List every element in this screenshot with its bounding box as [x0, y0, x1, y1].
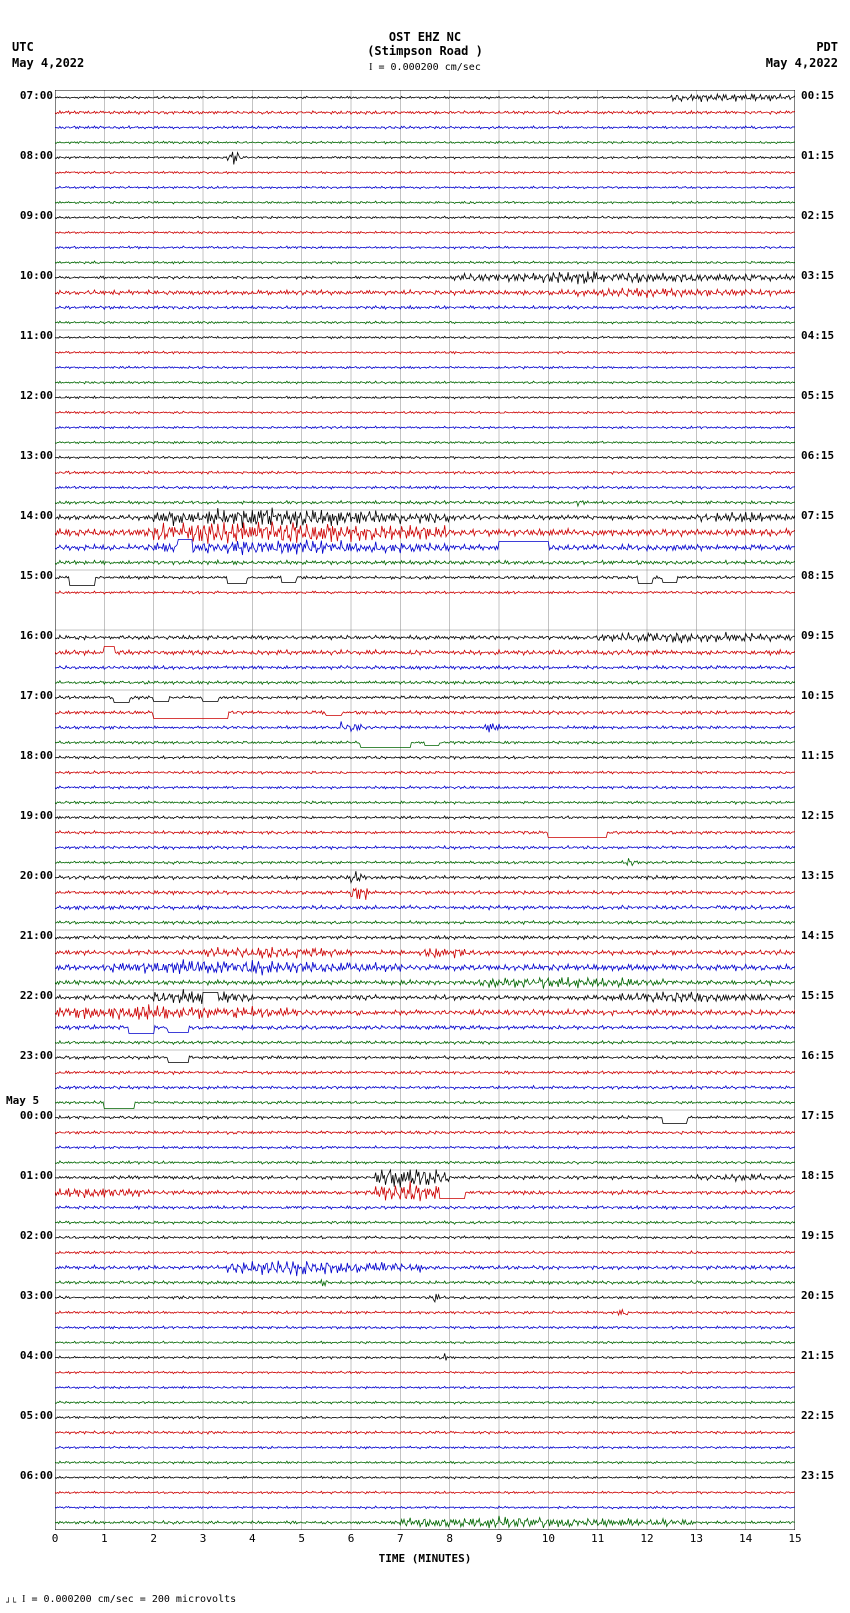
plot-area: [55, 90, 795, 1530]
right-hour-label: 14:15: [801, 929, 834, 942]
left-hour-label: 07:00: [20, 89, 53, 102]
xaxis-tick: 14: [739, 1532, 752, 1545]
right-hour-label: 10:15: [801, 689, 834, 702]
xaxis-tick: 13: [690, 1532, 703, 1545]
right-hour-label: 05:15: [801, 389, 834, 402]
left-hour-label: 08:00: [20, 149, 53, 162]
left-hour-label: 20:00: [20, 869, 53, 882]
right-hour-label: 16:15: [801, 1049, 834, 1062]
right-hour-label: 13:15: [801, 869, 834, 882]
date-right: May 4,2022: [766, 56, 838, 70]
xaxis-tick: 8: [446, 1532, 453, 1545]
xaxis-tick: 15: [788, 1532, 801, 1545]
scale-note: I = 0.000200 cm/sec: [0, 62, 850, 73]
left-hour-label: 04:00: [20, 1349, 53, 1362]
xaxis-tick: 12: [640, 1532, 653, 1545]
left-hour-label: 05:00: [20, 1409, 53, 1422]
left-hour-label: 21:00: [20, 929, 53, 942]
xaxis-tick: 1: [101, 1532, 108, 1545]
right-hour-label: 11:15: [801, 749, 834, 762]
right-hour-label: 02:15: [801, 209, 834, 222]
right-hour-label: 03:15: [801, 269, 834, 282]
seismogram-container: OST EHZ NC (Stimpson Road ) I = 0.000200…: [0, 0, 850, 1613]
right-hour-label: 18:15: [801, 1169, 834, 1182]
right-hour-label: 15:15: [801, 989, 834, 1002]
left-hour-label: 00:00: [20, 1109, 53, 1122]
left-hour-label: 15:00: [20, 569, 53, 582]
left-hour-label: 17:00: [20, 689, 53, 702]
right-hour-label: 20:15: [801, 1289, 834, 1302]
right-hour-label: 17:15: [801, 1109, 834, 1122]
timezone-left: UTC: [12, 40, 34, 54]
right-hour-label: 01:15: [801, 149, 834, 162]
right-hour-label: 04:15: [801, 329, 834, 342]
right-hour-labels: 00:15 01:15 02:15 03:15 04:15 05:15 06:15 07:15…: [799, 90, 844, 1530]
right-hour-label: 21:15: [801, 1349, 834, 1362]
title-line2: (Stimpson Road ): [0, 44, 850, 58]
left-hour-label: 16:00: [20, 629, 53, 642]
left-hour-labels: 07:00 08:00 09:00 10:00 11:00 12:00 13:00 14:00…: [10, 90, 55, 1530]
left-hour-label: 10:00: [20, 269, 53, 282]
right-hour-label: 09:15: [801, 629, 834, 642]
left-hour-label: 13:00: [20, 449, 53, 462]
right-hour-label: 07:15: [801, 509, 834, 522]
xaxis-tick: 4: [249, 1532, 256, 1545]
timezone-right: PDT: [816, 40, 838, 54]
right-hour-label: 22:15: [801, 1409, 834, 1422]
right-hour-label: 06:15: [801, 449, 834, 462]
left-day-label: May 5: [6, 1094, 39, 1107]
xaxis-tick: 11: [591, 1532, 604, 1545]
right-hour-label: 00:15: [801, 89, 834, 102]
left-hour-label: 19:00: [20, 809, 53, 822]
xaxis-tick: 6: [348, 1532, 355, 1545]
left-hour-label: 02:00: [20, 1229, 53, 1242]
left-hour-label: 23:00: [20, 1049, 53, 1062]
left-hour-label: 01:00: [20, 1169, 53, 1182]
scale-label: = 0.000200 cm/sec: [379, 62, 481, 73]
xaxis-tick: 10: [542, 1532, 555, 1545]
left-hour-label: 11:00: [20, 329, 53, 342]
xaxis-tick: 3: [200, 1532, 207, 1545]
footer-scale-text: = 0.000200 cm/sec = 200 microvolts: [31, 1594, 236, 1605]
left-hour-label: 03:00: [20, 1289, 53, 1302]
date-left: May 4,2022: [12, 56, 84, 70]
xaxis-tick: 9: [496, 1532, 503, 1545]
right-hour-label: 08:15: [801, 569, 834, 582]
xaxis-tick: 7: [397, 1532, 404, 1545]
left-hour-label: 22:00: [20, 989, 53, 1002]
left-hour-label: 09:00: [20, 209, 53, 222]
left-hour-label: 12:00: [20, 389, 53, 402]
left-hour-label: 06:00: [20, 1469, 53, 1482]
left-hour-label: 18:00: [20, 749, 53, 762]
xaxis-tick: 2: [150, 1532, 157, 1545]
right-hour-label: 23:15: [801, 1469, 834, 1482]
right-hour-label: 12:15: [801, 809, 834, 822]
xaxis-tick-labels: 0123456789101112131415: [55, 1532, 795, 1552]
xaxis-tick: 5: [298, 1532, 305, 1545]
footer-scale: ┘└ I = 0.000200 cm/sec = 200 microvolts: [6, 1594, 236, 1607]
xaxis-tick: 0: [52, 1532, 59, 1545]
left-hour-label: 14:00: [20, 509, 53, 522]
right-hour-label: 19:15: [801, 1229, 834, 1242]
xaxis-title: TIME (MINUTES): [0, 1552, 850, 1565]
title-line1: OST EHZ NC: [0, 0, 850, 44]
